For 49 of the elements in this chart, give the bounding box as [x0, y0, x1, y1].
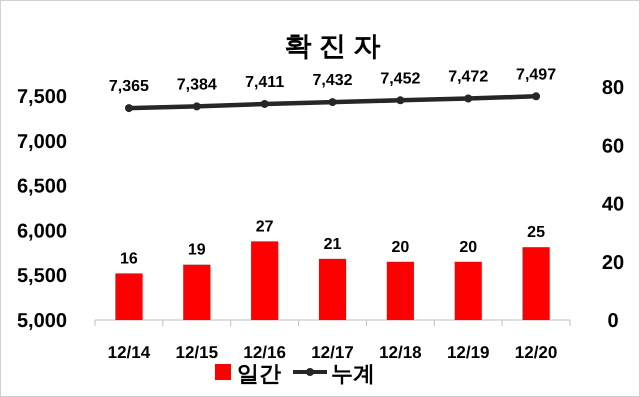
data-label: 20	[459, 238, 478, 256]
x-tick-label: 12/16	[243, 343, 286, 362]
data-label: 25	[527, 224, 546, 242]
chart-title: 확 진 자	[284, 31, 381, 61]
x-tick-label: 12/18	[379, 343, 422, 362]
point	[260, 100, 269, 108]
data-label: 7,452	[380, 70, 420, 88]
bar	[115, 273, 142, 320]
point	[192, 102, 201, 110]
y-tick-label: 7,500	[16, 86, 67, 108]
bar	[522, 247, 550, 320]
data-label: 20	[391, 238, 410, 256]
bar	[386, 262, 414, 320]
x-tick-label: 12/14	[108, 343, 151, 362]
legend-label: 누계	[331, 361, 375, 386]
y2-tick-label: 80	[602, 77, 624, 99]
y-tick-label: 5,000	[16, 310, 67, 332]
x-tick-label: 12/19	[446, 343, 490, 362]
bar	[318, 258, 346, 320]
data-label: 7,365	[108, 78, 150, 96]
point	[124, 104, 133, 112]
x-tick-label: 12/20	[514, 343, 558, 362]
y-tick-label: 6,500	[16, 176, 67, 198]
y2-tick-label: 40	[602, 194, 624, 216]
data-label: 16	[120, 250, 138, 268]
x-tick-label: 12/17	[311, 343, 354, 362]
data-label: 7,411	[245, 74, 284, 91]
data-label: 21	[324, 236, 342, 253]
data-label: 19	[188, 242, 206, 259]
data-label: 7,497	[516, 66, 556, 84]
y-tick-label: 5,500	[16, 265, 67, 288]
data-label: 7,384	[176, 76, 217, 94]
point	[464, 94, 472, 103]
y2-tick-label: 0	[607, 310, 619, 332]
y-tick-label: 7,000	[16, 130, 67, 153]
bar	[183, 264, 210, 320]
point	[396, 96, 404, 104]
y2-tick-label: 20	[602, 252, 624, 274]
y2-tick-label: 60	[602, 135, 624, 158]
bar	[251, 241, 278, 320]
point	[532, 92, 540, 100]
x-tick-label: 12/15	[176, 343, 218, 362]
bar	[454, 262, 482, 320]
y-tick-label: 6,000	[16, 220, 67, 242]
data-label: 7,472	[448, 68, 488, 86]
legend-label: 일간	[237, 361, 281, 386]
point	[328, 98, 336, 106]
data-label: 7,432	[312, 72, 353, 90]
data-label: 27	[256, 218, 274, 236]
